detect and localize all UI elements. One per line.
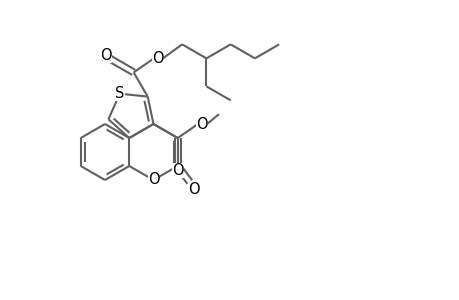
Text: O: O — [172, 163, 183, 178]
Text: O: O — [152, 51, 163, 66]
Text: O: O — [147, 172, 159, 188]
Text: O: O — [196, 116, 207, 131]
Text: O: O — [101, 48, 112, 63]
Text: O: O — [188, 182, 199, 197]
Text: S: S — [115, 86, 124, 101]
